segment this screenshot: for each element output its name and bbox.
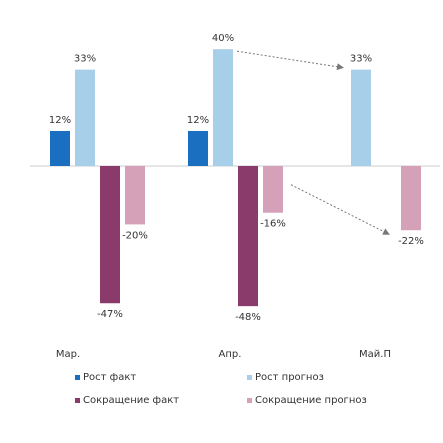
value-label-сокращение-прогноз-0: -20%: [122, 230, 148, 241]
bar-сокращение-прогноз-2: [401, 166, 421, 231]
value-label-сокращение-прогноз-2: -22%: [398, 236, 424, 247]
value-label-сокращение-факт-0: -47%: [97, 309, 123, 320]
legend-label-сокращение-прогноз: Сокращение прогноз: [255, 395, 367, 406]
value-label-рост-прогноз-1: 40%: [212, 33, 234, 44]
arrows-group: [236, 50, 390, 235]
category-label-0: Мар.: [56, 349, 80, 360]
value-label-рост-прогноз-0: 33%: [74, 54, 96, 65]
value-label-сокращение-прогноз-1: -16%: [260, 219, 286, 230]
legend-swatch-сокращение-прогноз: [247, 398, 252, 403]
legend-swatch-рост-прогноз: [247, 375, 252, 380]
legend-swatch-рост-факт: [75, 375, 80, 380]
value-label-рост-прогноз-2: 33%: [350, 54, 372, 65]
category-label-2: Май.П: [359, 349, 391, 360]
legend-label-рост-прогноз: Рост прогноз: [255, 372, 324, 383]
bar-сокращение-прогноз-0: [125, 166, 145, 225]
bar-сокращение-факт-0: [100, 166, 120, 304]
value-labels-group: 12% 12% 33% 40% 33% -47% -48% -20% -16% -22%: [49, 33, 424, 323]
bar-рост-факт-0: [50, 130, 70, 166]
bar-сокращение-факт-1: [238, 166, 258, 307]
category-label-1: Апр.: [219, 349, 242, 360]
legend-label-рост-факт: Рост факт: [83, 372, 136, 383]
bar-сокращение-прогноз-1: [263, 166, 283, 213]
value-label-рост-факт-1: 12%: [187, 115, 209, 126]
bars-group: [50, 49, 421, 307]
bar-рост-прогноз-2: [351, 69, 371, 166]
trend-arrow-0: [236, 50, 344, 71]
legend-swatch-сокращение-факт: [75, 398, 80, 403]
trend-arrow-1: [290, 184, 390, 235]
bar-рост-прогноз-0: [75, 69, 95, 166]
value-label-рост-факт-0: 12%: [49, 115, 71, 126]
bar-рост-факт-1: [188, 130, 208, 166]
bar-рост-прогноз-1: [213, 49, 233, 167]
category-labels-group: Мар. Апр. Май.П: [56, 349, 391, 360]
legend: Рост факт Рост прогноз Сокращение факт Сокр…: [75, 372, 367, 406]
value-label-сокращение-факт-1: -48%: [235, 312, 261, 323]
legend-label-сокращение-факт: Сокращение факт: [83, 395, 179, 406]
